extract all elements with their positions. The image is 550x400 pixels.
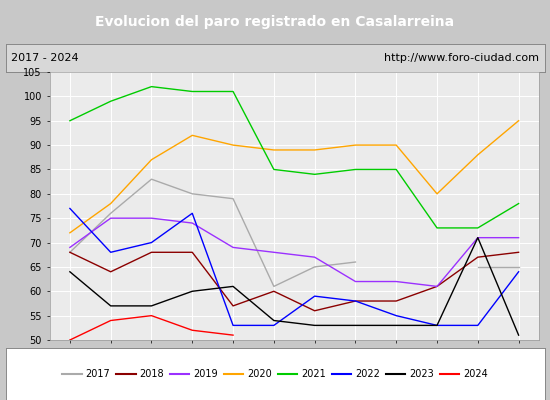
Text: Evolucion del paro registrado en Casalarreina: Evolucion del paro registrado en Casalar… [96,15,454,29]
Text: http://www.foro-ciudad.com: http://www.foro-ciudad.com [384,53,539,63]
Legend: 2017, 2018, 2019, 2020, 2021, 2022, 2023, 2024: 2017, 2018, 2019, 2020, 2021, 2022, 2023… [58,365,492,383]
Text: 2017 - 2024: 2017 - 2024 [11,53,79,63]
